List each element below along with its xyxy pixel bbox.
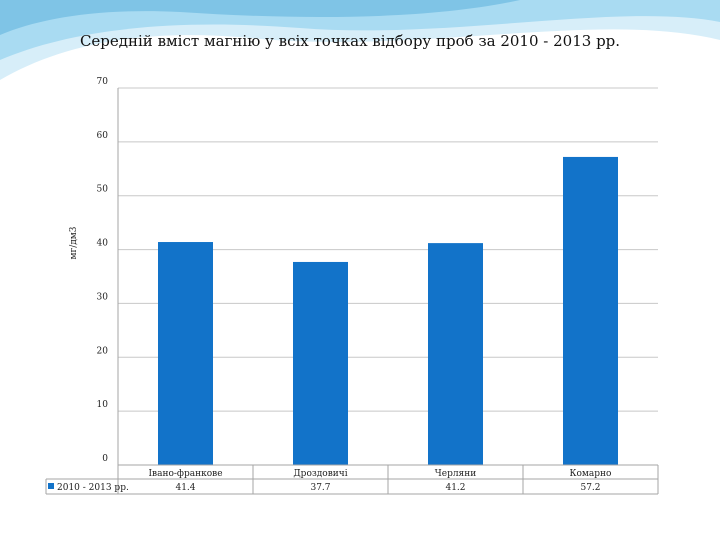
category-label: Івано-франкове — [148, 469, 222, 479]
y-axis-label: мг/дм3 — [69, 226, 79, 259]
header-wave-decoration — [0, 0, 720, 80]
bar-3 — [428, 243, 483, 465]
category-label: Дроздовичі — [293, 469, 347, 479]
legend-series-name: 2010 - 2013 рр. — [57, 483, 129, 493]
category-label: Черляни — [435, 469, 476, 479]
y-tick-label: 10 — [97, 400, 109, 410]
data-value-label: 41.4 — [175, 483, 195, 493]
category-label: Комарно — [570, 469, 612, 479]
y-tick-label: 60 — [97, 131, 109, 141]
data-value-label: 37.7 — [310, 483, 330, 493]
data-value-label: 57.2 — [580, 483, 600, 493]
wave-dark — [0, 0, 520, 35]
y-tick-label: 30 — [97, 292, 109, 302]
y-tick-label: 40 — [97, 239, 109, 249]
y-tick-label: 20 — [97, 346, 109, 356]
data-value-label: 41.2 — [445, 483, 465, 493]
legend-swatch — [48, 483, 54, 489]
wave-mid — [0, 0, 720, 60]
bar-4 — [563, 156, 618, 466]
y-tick-label: 0 — [102, 454, 108, 464]
chart-title: Середній вміст магнію у всіх точках відб… — [79, 32, 621, 50]
bar-2 — [293, 261, 348, 465]
y-tick-label: 50 — [97, 185, 109, 195]
y-tick-label: 70 — [97, 77, 109, 87]
bar-1 — [158, 242, 213, 465]
